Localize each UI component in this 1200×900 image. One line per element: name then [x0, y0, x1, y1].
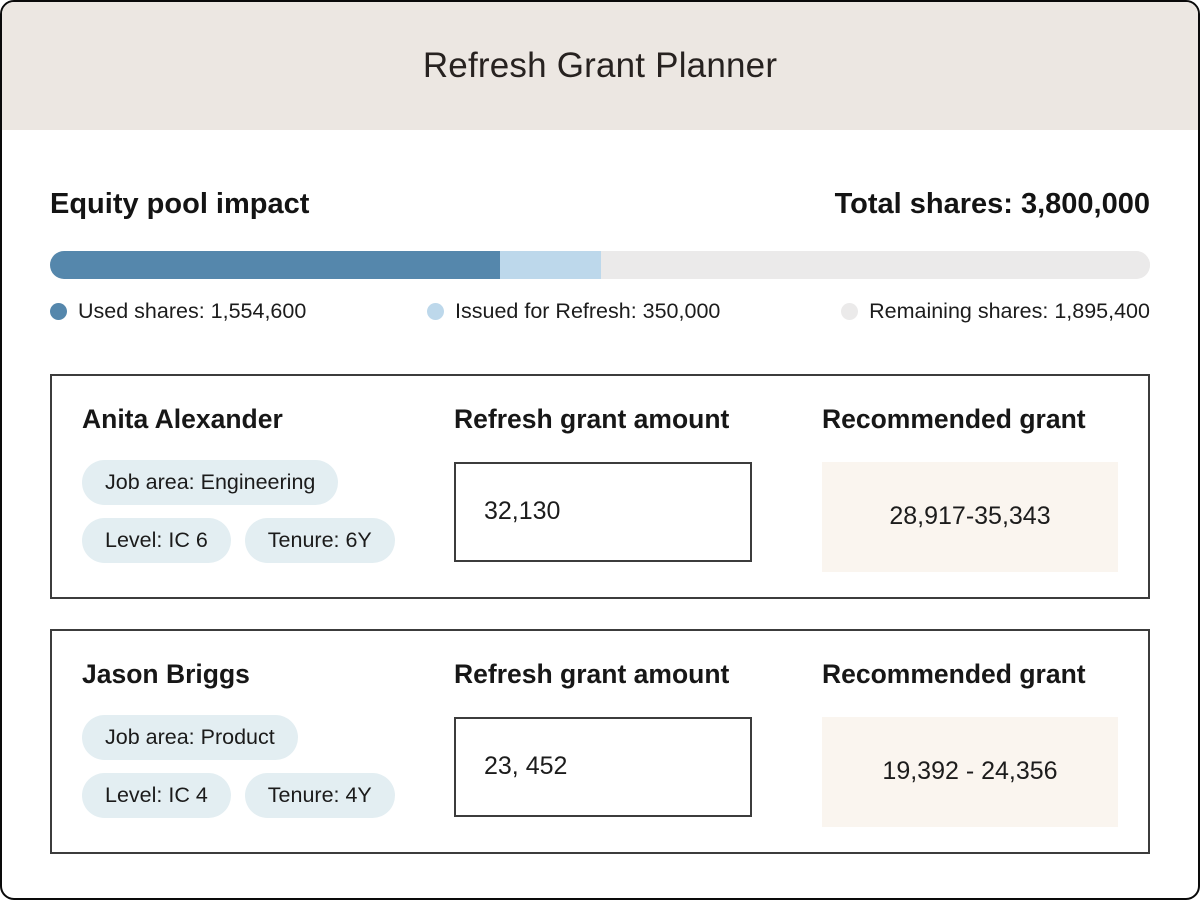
refresh-grant-column: Refresh grant amount [454, 404, 822, 597]
used-shares-dot-icon [50, 303, 67, 320]
chip-row: Job area: Engineering [82, 459, 339, 505]
chip-row: Level: IC 4 Tenure: 4Y [82, 772, 395, 818]
legend-item-used: Used shares: 1,554,600 [50, 299, 306, 324]
employee-info-column: Anita Alexander Job area: Engineering Le… [82, 404, 454, 597]
refresh-grant-column: Refresh grant amount [454, 659, 822, 852]
chip-job-area: Job area: Engineering [82, 459, 339, 505]
chip-level: Level: IC 4 [82, 772, 231, 818]
chip-tenure: Tenure: 6Y [244, 517, 395, 563]
employee-name: Jason Briggs [82, 659, 250, 689]
chip-job-area: Job area: Product [82, 714, 298, 760]
chip-tenure: Tenure: 4Y [244, 772, 395, 818]
recommended-grant-range: 28,917-35,343 [822, 461, 1118, 572]
chip-row: Job area: Product [82, 714, 298, 760]
employee-card-anita: Anita Alexander Job area: Engineering Le… [50, 374, 1150, 599]
bar-segment-remaining [601, 251, 1150, 279]
legend-item-remaining: Remaining shares: 1,895,400 [841, 299, 1150, 324]
employee-card-jason: Jason Briggs Job area: Product Level: IC… [50, 629, 1150, 854]
issued-refresh-dot-icon [427, 303, 445, 320]
recommended-grant-label: Recommended grant [822, 659, 1086, 689]
legend: Used shares: 1,554,600 Issued for Refres… [50, 299, 1150, 324]
employee-chips: Job area: Product Level: IC 4 Tenure: 4Y [82, 714, 454, 818]
legend-label-refresh: Issued for Refresh: 350,000 [455, 299, 721, 323]
legend-label-remaining: Remaining shares: 1,895,400 [869, 299, 1150, 323]
legend-label-used: Used shares: 1,554,600 [78, 299, 307, 323]
recommended-grant-label: Recommended grant [822, 404, 1086, 434]
chip-level: Level: IC 6 [82, 517, 231, 563]
employee-name: Anita Alexander [82, 404, 283, 434]
recommended-grant-range: 19,392 - 24,356 [822, 716, 1118, 827]
equity-section-title: Equity pool impact [50, 188, 310, 220]
page-title: Refresh Grant Planner [422, 46, 778, 85]
bar-segment-used [50, 251, 500, 279]
bar-segment-refresh [500, 251, 602, 279]
main-content: Equity pool impact Total shares: 3,800,0… [2, 188, 1198, 854]
equity-section-header: Equity pool impact Total shares: 3,800,0… [50, 188, 1150, 221]
refresh-grant-input[interactable] [454, 461, 752, 562]
equity-pool-bar [50, 251, 1150, 279]
legend-item-refresh: Issued for Refresh: 350,000 [427, 299, 720, 324]
remaining-shares-dot-icon [841, 303, 859, 320]
recommended-grant-column: Recommended grant 19,392 - 24,356 [822, 659, 1118, 852]
refresh-grant-input[interactable] [454, 716, 752, 817]
employee-cards: Anita Alexander Job area: Engineering Le… [50, 374, 1150, 854]
employee-chips: Job area: Engineering Level: IC 6 Tenure… [82, 459, 454, 563]
app-header: Refresh Grant Planner [2, 2, 1198, 130]
refresh-grant-label: Refresh grant amount [454, 659, 730, 689]
refresh-grant-label: Refresh grant amount [454, 404, 730, 434]
recommended-grant-column: Recommended grant 28,917-35,343 [822, 404, 1118, 597]
employee-info-column: Jason Briggs Job area: Product Level: IC… [82, 659, 454, 852]
total-shares-label: Total shares: 3,800,000 [834, 188, 1150, 220]
chip-row: Level: IC 6 Tenure: 6Y [82, 517, 395, 563]
